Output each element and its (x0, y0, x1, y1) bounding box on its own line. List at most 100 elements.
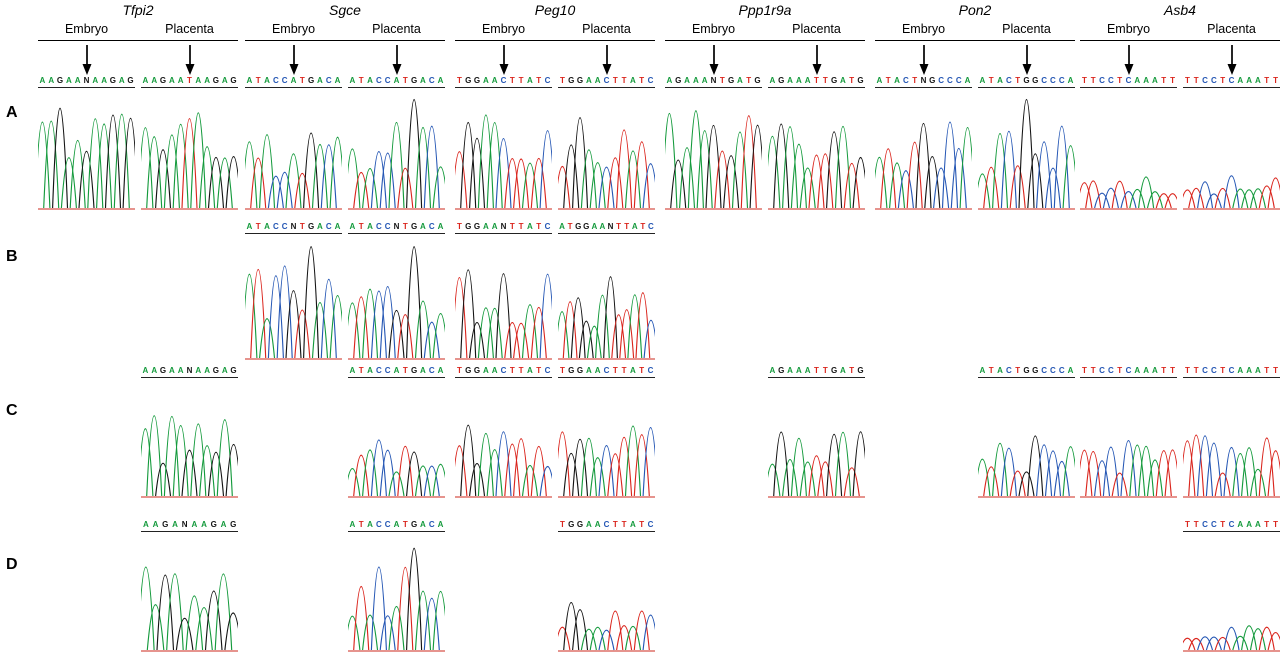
base-letter: G (576, 520, 584, 529)
base-letter: A (177, 76, 184, 85)
base-letter: T (1081, 76, 1087, 85)
base-letter: G (212, 76, 220, 85)
base-letter: A (585, 366, 592, 375)
base-letter: T (567, 222, 573, 231)
base-letter: T (1264, 520, 1270, 529)
arrow-down-icon-tfpi2-placenta (184, 45, 196, 80)
base-letter: G (727, 76, 735, 85)
base-letter: G (568, 76, 575, 85)
row-label-b: B (6, 248, 18, 265)
base-letter: T (624, 222, 630, 231)
column-underline-asb4 (1080, 40, 1280, 41)
base-letter: T (640, 222, 646, 231)
base-letter: C (1202, 76, 1208, 85)
base-letter: A (1143, 366, 1149, 375)
base-letter: G (778, 366, 785, 375)
base-letter: N (920, 76, 927, 85)
arrow-down-icon-tfpi2-embryo (81, 45, 93, 80)
base-letter: T (822, 76, 828, 85)
base-letter: A (220, 520, 227, 529)
base-letter: A (1152, 366, 1158, 375)
base-letter: A (527, 222, 533, 231)
base-letter: A (142, 520, 149, 529)
base-letter: A (420, 520, 426, 529)
base-letter: T (639, 76, 645, 85)
base-letter: C (648, 222, 654, 231)
base-letter: A (1255, 366, 1261, 375)
base-letter: T (1170, 366, 1175, 375)
base-letter: T (1273, 366, 1278, 375)
base-letter: A (997, 76, 1003, 85)
arrow-down-icon-sgce-placenta (391, 45, 403, 80)
column-underline-sgce (245, 40, 445, 41)
base-letter: A (393, 366, 400, 375)
arrow-down-icon-ppp1r9a-placenta (811, 45, 823, 80)
base-letter: T (1015, 366, 1021, 375)
base-letter: G (575, 222, 582, 231)
base-letter: A (631, 222, 638, 231)
base-letter: A (349, 222, 356, 231)
base-letter: A (317, 222, 323, 231)
base-letter: A (1237, 76, 1244, 85)
base-letter: T (988, 366, 994, 375)
base-letter: A (349, 76, 356, 85)
base-letter: T (822, 366, 828, 375)
base-letter: A (264, 222, 270, 231)
base-letter: C (375, 76, 382, 85)
base-letter: A (191, 520, 198, 529)
base-letter: A (979, 366, 986, 375)
base-letter: A (1143, 76, 1149, 85)
base-letter: T (1193, 520, 1199, 529)
base-letter: A (420, 76, 426, 85)
base-letter: T (849, 366, 855, 375)
base-letter: A (795, 76, 802, 85)
chromatogram-trace-tfpi2-a-embryo (34, 97, 139, 215)
row-label-d: D (6, 556, 18, 573)
base-letter: T (1220, 520, 1226, 529)
base-letter: G (212, 366, 220, 375)
chromatogram-trace-peg10-b-placenta (554, 244, 659, 365)
base-letter: A (482, 76, 489, 85)
base-letter: A (142, 366, 149, 375)
base-letter: C (428, 222, 435, 231)
base-letter: A (787, 366, 793, 375)
base-letter: T (621, 520, 627, 529)
base-letter: A (195, 366, 202, 375)
base-letter: C (938, 76, 944, 85)
chromatogram-trace-peg10-a-placenta (554, 97, 659, 215)
chromatogram-trace-asb4-c-embryo (1076, 390, 1181, 503)
chromatogram-trace-asb4-a-embryo (1076, 97, 1181, 215)
base-letter: A (630, 76, 636, 85)
arrow-down-icon-peg10-placenta (601, 45, 613, 80)
base-letter: A (804, 76, 811, 85)
base-letter: A (482, 222, 489, 231)
base-letter: C (1041, 76, 1047, 85)
base-letter: A (152, 520, 159, 529)
base-letter: T (518, 76, 524, 85)
base-letter: T (1193, 76, 1199, 85)
base-letter: C (428, 76, 435, 85)
base-letter: C (281, 76, 288, 85)
base-letter: A (594, 520, 601, 529)
base-letter: G (857, 366, 864, 375)
base-letter: A (317, 76, 323, 85)
base-letter: G (465, 222, 472, 231)
base-letter: A (420, 222, 426, 231)
base-letter: T (719, 76, 725, 85)
base-letter: T (456, 76, 462, 85)
base-letter: A (65, 76, 72, 85)
chromatogram-trace-tfpi2-a-placenta (137, 97, 242, 215)
chromatogram-trace-ppp1r9a-a-placenta (764, 97, 869, 215)
base-letter: G (162, 520, 169, 529)
base-letter: A (599, 222, 606, 231)
base-letter: N (607, 222, 614, 231)
base-letter: T (1273, 76, 1278, 85)
arrow-down-icon-asb4-placenta (1226, 45, 1238, 80)
